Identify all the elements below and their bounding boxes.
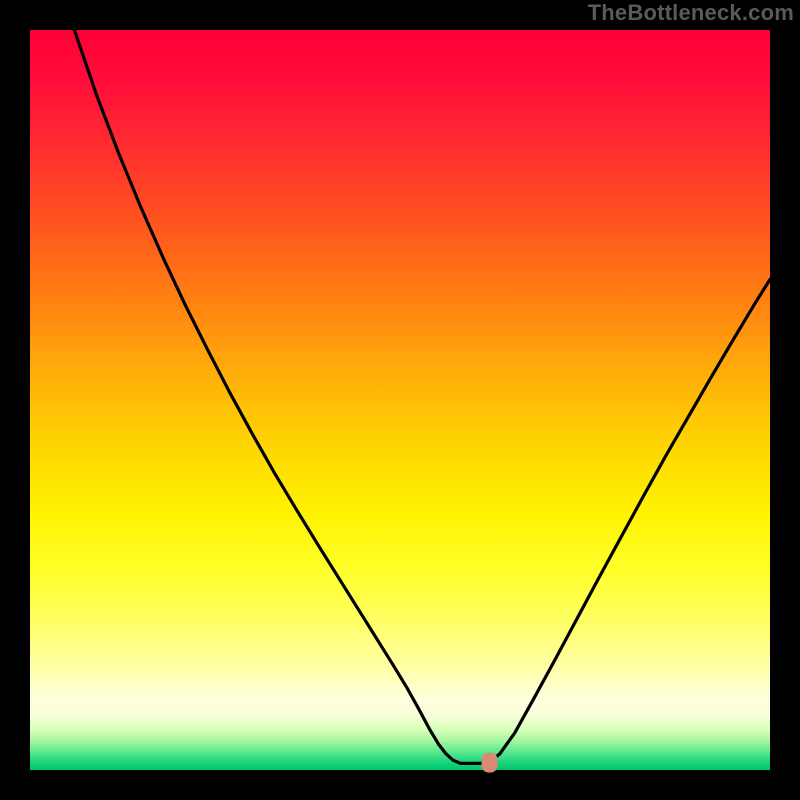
chart-container: TheBottleneck.com bbox=[0, 0, 800, 800]
optimal-marker bbox=[482, 753, 498, 773]
gradient-background bbox=[30, 30, 770, 770]
bottleneck-chart bbox=[0, 0, 800, 800]
